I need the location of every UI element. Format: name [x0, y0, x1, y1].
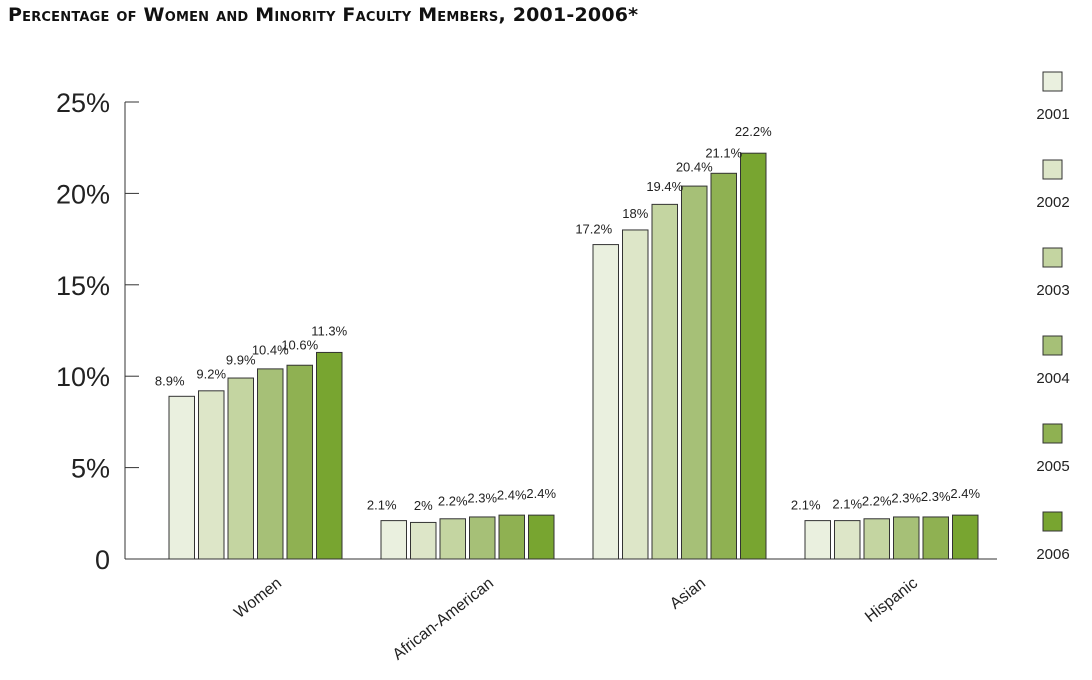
bar [528, 514, 555, 560]
bar [168, 395, 195, 560]
data-label: 2.1% [367, 498, 397, 513]
bar [439, 518, 466, 560]
y-tick-label: 10% [56, 362, 110, 392]
legend-label: 2003 [1036, 282, 1069, 299]
data-label: 2.2% [862, 493, 892, 508]
legend-label: 2004 [1036, 370, 1069, 387]
bar [198, 390, 225, 560]
legend-label: 2006 [1036, 546, 1069, 563]
data-label: 10.4% [252, 342, 289, 357]
data-labels: 8.9% 9.2%9.9%10.4%10.6%11.3%2.1% 2% 2.2% 2.3… [155, 124, 981, 513]
x-tick-label: Women [231, 575, 285, 622]
y-tick-label: 0 [95, 545, 110, 575]
data-label: 8.9% [155, 373, 185, 388]
x-tick-label: African-American [390, 575, 497, 664]
bar [952, 514, 979, 560]
legend-swatch [1042, 511, 1063, 532]
legend-label: 2005 [1036, 458, 1069, 475]
data-label: 18% [622, 206, 648, 221]
data-label: 11.3% [311, 323, 347, 338]
bar [469, 516, 496, 560]
data-label: 2.3% [921, 489, 951, 504]
bar [257, 368, 284, 560]
data-label: 19.4% [646, 179, 683, 194]
data-label: 17.2% [575, 222, 612, 237]
bar [740, 152, 767, 560]
y-tick-label: 25% [56, 88, 110, 118]
y-tick-label: 15% [56, 271, 110, 301]
data-label: 9.2% [196, 367, 226, 382]
data-label: 2.1% [832, 496, 862, 511]
legend-label: 2002 [1036, 194, 1069, 211]
bar [316, 351, 343, 560]
data-label: 20.4% [676, 159, 713, 174]
y-tick-label: 20% [56, 179, 110, 209]
data-label: 2% [414, 498, 433, 513]
bars [168, 152, 979, 560]
bar [498, 514, 525, 560]
bar [227, 377, 254, 560]
chart-title: Percentage of Women and Minority Faculty… [8, 4, 639, 26]
legend-swatch [1042, 247, 1063, 268]
x-tick-label: Hispanic [862, 575, 921, 626]
data-label: 22.2% [735, 124, 772, 139]
bar [893, 516, 920, 560]
bar [410, 521, 437, 560]
legend-swatch [1042, 423, 1063, 444]
legend-swatch [1042, 159, 1063, 180]
data-label: 9.9% [226, 353, 256, 368]
data-label: 21.1% [705, 145, 742, 160]
bar [863, 518, 890, 560]
legend-label: 2001 [1036, 106, 1069, 123]
data-label: 2.2% [438, 493, 468, 508]
legend: 2001 2002 2003 2004 2005 2006 [1036, 71, 1070, 563]
data-label: 2.1% [791, 498, 821, 513]
data-label: 2.3% [891, 490, 921, 505]
legend-swatch [1042, 71, 1063, 92]
bar [922, 516, 949, 560]
data-label: 10.6% [281, 337, 318, 352]
bar [651, 203, 678, 560]
bar [592, 244, 619, 560]
bar [834, 520, 861, 560]
bar [380, 520, 407, 560]
bar [681, 185, 708, 560]
legend-swatch [1042, 335, 1063, 356]
x-tick-label: Asian [667, 575, 709, 613]
bar [286, 364, 313, 560]
data-label: 2.4% [950, 486, 980, 501]
bar [804, 520, 831, 560]
data-label: 2.3% [467, 490, 497, 505]
data-label: 2.4% [526, 486, 556, 501]
bar [622, 229, 649, 560]
data-label: 2.4% [497, 487, 527, 502]
y-tick-label: 5% [71, 454, 110, 484]
bar [710, 172, 737, 560]
